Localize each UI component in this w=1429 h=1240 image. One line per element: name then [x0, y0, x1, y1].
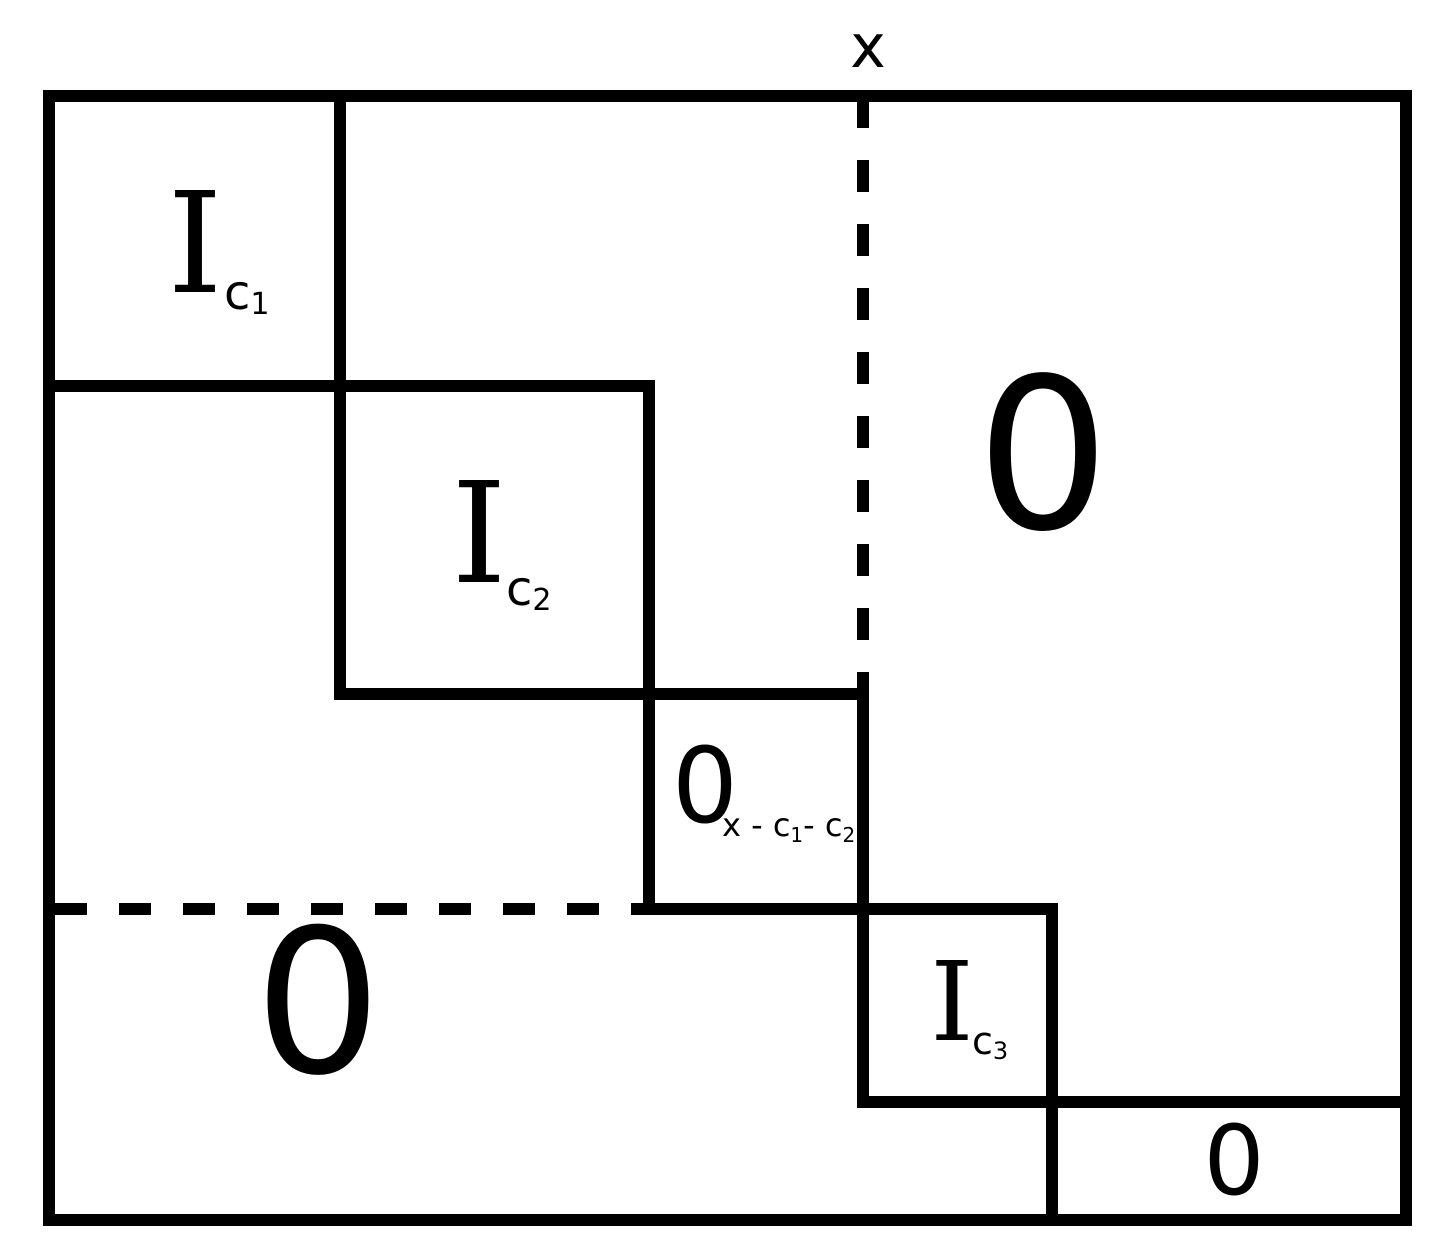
block-ic2-border [334, 380, 655, 700]
label-ic2-main: I [451, 453, 506, 616]
label-ic1-main: I [167, 163, 222, 326]
label-ic3-main: I [930, 938, 973, 1066]
block-zero-corner-border [1046, 1096, 1406, 1220]
label-ic3: I c3 [930, 938, 1008, 1066]
label-ic3-sub: c3 [972, 1019, 1008, 1065]
label-zero-corner: 0 [1203, 1105, 1264, 1217]
block-zero-middle-border [643, 688, 869, 915]
matrix-border [43, 90, 1412, 1226]
label-zero-middle: 0 x - c1- c2 [672, 725, 855, 847]
block-ic3-border [857, 903, 1058, 1108]
label-zero-middle-sub: x - c1- c2 [722, 806, 855, 847]
label-zero-right: 0 [976, 333, 1110, 578]
label-ic1: I c1 [167, 163, 269, 326]
label-ic2-sub: c2 [506, 561, 551, 618]
label-zero-middle-main: 0 [672, 725, 738, 847]
label-ic2: I c2 [451, 453, 551, 618]
axis-label-x: x [850, 12, 886, 82]
label-ic1-sub: c1 [224, 265, 269, 322]
label-zero-bottom-left: 0 [254, 887, 381, 1120]
